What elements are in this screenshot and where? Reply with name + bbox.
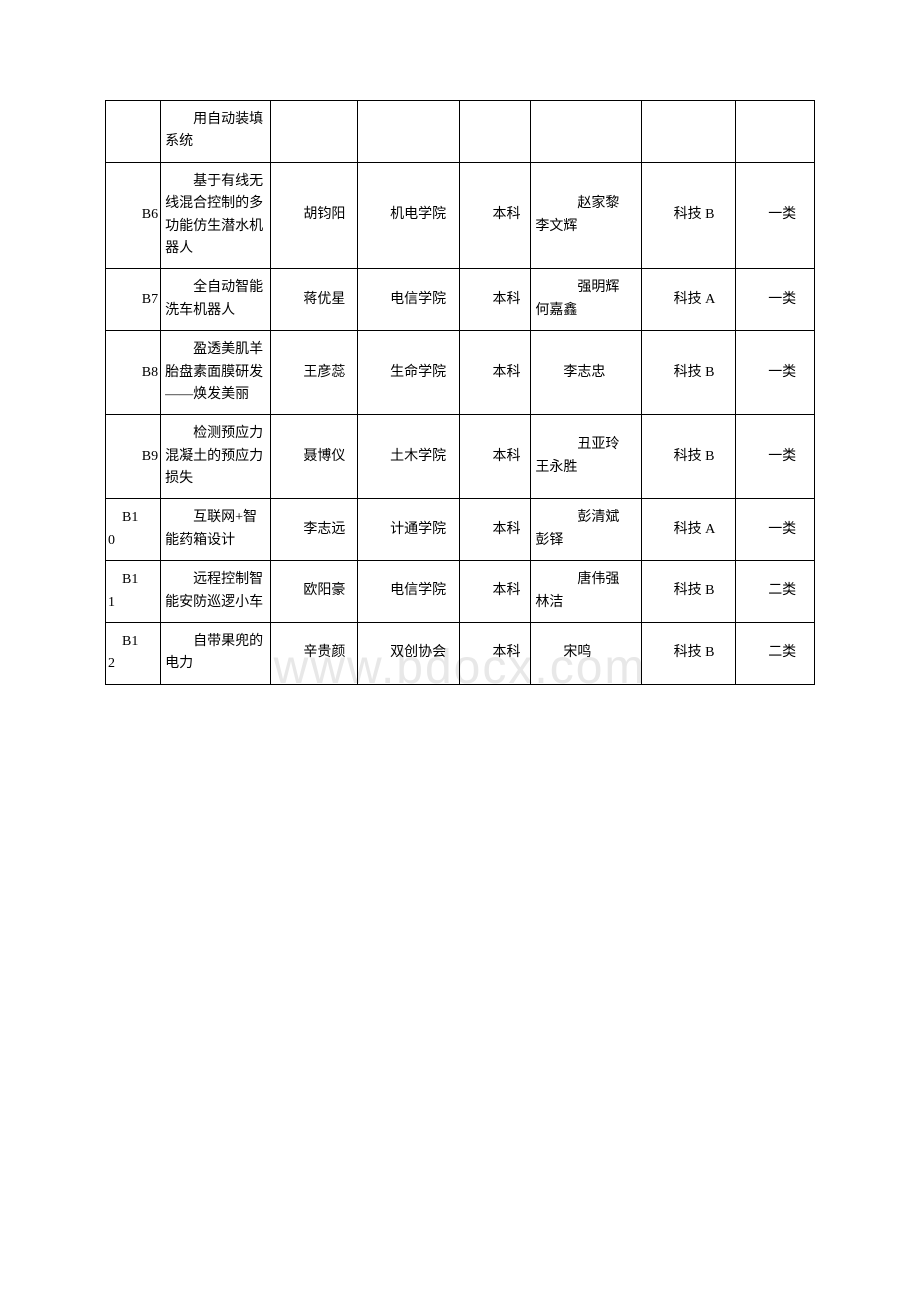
cell-level: 本科 — [460, 269, 531, 331]
cell-grade: 一类 — [736, 162, 815, 269]
cell-id: B6 — [106, 162, 161, 269]
cell-dept: 双创协会 — [358, 623, 460, 685]
cell-grade: 一类 — [736, 331, 815, 415]
table-row: B8盈透美肌羊胎盘素面膜研发——焕发美丽王彦蕊生命学院本科李志忠科技 B一类 — [106, 331, 815, 415]
cell-grade: 一类 — [736, 415, 815, 499]
cell-grade: 二类 — [736, 561, 815, 623]
cell-name: 辛贵颜 — [271, 623, 358, 685]
cell-teacher — [531, 101, 641, 163]
cell-level: 本科 — [460, 499, 531, 561]
cell-name: 李志远 — [271, 499, 358, 561]
cell-name: 欧阳豪 — [271, 561, 358, 623]
cell-type: 科技 B — [641, 162, 736, 269]
cell-type: 科技 B — [641, 561, 736, 623]
cell-name: 蒋优星 — [271, 269, 358, 331]
cell-id: B10 — [106, 499, 161, 561]
cell-title: 盈透美肌羊胎盘素面膜研发——焕发美丽 — [161, 331, 271, 415]
table-row: B7全自动智能洗车机器人蒋优星电信学院本科 强明辉何嘉鑫科技 A一类 — [106, 269, 815, 331]
cell-dept: 电信学院 — [358, 269, 460, 331]
cell-name: 聂博仪 — [271, 415, 358, 499]
cell-type: 科技 B — [641, 331, 736, 415]
cell-title: 用自动装填系统 — [161, 101, 271, 163]
cell-id: B12 — [106, 623, 161, 685]
cell-dept: 生命学院 — [358, 331, 460, 415]
table-row: B12自带果兜的电力辛贵颜双创协会本科宋鸣科技 B二类 — [106, 623, 815, 685]
data-table: 用自动装填系统B6基于有线无线混合控制的多功能仿生潜水机器人胡钧阳机电学院本科 … — [105, 100, 815, 685]
cell-teacher: 唐伟强林洁 — [531, 561, 641, 623]
cell-grade — [736, 101, 815, 163]
table-row: B6基于有线无线混合控制的多功能仿生潜水机器人胡钧阳机电学院本科 赵家黎李文辉科… — [106, 162, 815, 269]
cell-type: 科技 A — [641, 269, 736, 331]
cell-grade: 一类 — [736, 269, 815, 331]
cell-type — [641, 101, 736, 163]
cell-level: 本科 — [460, 162, 531, 269]
table-row: B9检测预应力混凝土的预应力损失聂博仪土木学院本科 丑亚玲王永胜科技 B一类 — [106, 415, 815, 499]
cell-level — [460, 101, 531, 163]
table-row: B10互联网+智能药箱设计李志远计通学院本科 彭清斌彭铎科技 A一类 — [106, 499, 815, 561]
cell-title: 自带果兜的电力 — [161, 623, 271, 685]
cell-teacher: 彭清斌彭铎 — [531, 499, 641, 561]
cell-teacher: 宋鸣 — [531, 623, 641, 685]
cell-title: 互联网+智能药箱设计 — [161, 499, 271, 561]
cell-title: 基于有线无线混合控制的多功能仿生潜水机器人 — [161, 162, 271, 269]
cell-level: 本科 — [460, 331, 531, 415]
cell-title: 全自动智能洗车机器人 — [161, 269, 271, 331]
cell-name — [271, 101, 358, 163]
cell-teacher: 赵家黎李文辉 — [531, 162, 641, 269]
cell-type: 科技 B — [641, 415, 736, 499]
cell-id: B11 — [106, 561, 161, 623]
cell-level: 本科 — [460, 415, 531, 499]
cell-dept: 电信学院 — [358, 561, 460, 623]
cell-name: 王彦蕊 — [271, 331, 358, 415]
cell-type: 科技 B — [641, 623, 736, 685]
cell-level: 本科 — [460, 561, 531, 623]
cell-dept — [358, 101, 460, 163]
cell-id: B8 — [106, 331, 161, 415]
cell-teacher: 李志忠 — [531, 331, 641, 415]
cell-type: 科技 A — [641, 499, 736, 561]
table-row: 用自动装填系统 — [106, 101, 815, 163]
cell-teacher: 丑亚玲王永胜 — [531, 415, 641, 499]
cell-dept: 计通学院 — [358, 499, 460, 561]
cell-dept: 机电学院 — [358, 162, 460, 269]
cell-grade: 一类 — [736, 499, 815, 561]
cell-level: 本科 — [460, 623, 531, 685]
cell-dept: 土木学院 — [358, 415, 460, 499]
cell-id: B7 — [106, 269, 161, 331]
cell-teacher: 强明辉何嘉鑫 — [531, 269, 641, 331]
cell-title: 检测预应力混凝土的预应力损失 — [161, 415, 271, 499]
table-row: B11远程控制智能安防巡逻小车欧阳豪电信学院本科 唐伟强林洁科技 B二类 — [106, 561, 815, 623]
cell-id: B9 — [106, 415, 161, 499]
cell-grade: 二类 — [736, 623, 815, 685]
cell-name: 胡钧阳 — [271, 162, 358, 269]
cell-title: 远程控制智能安防巡逻小车 — [161, 561, 271, 623]
cell-id — [106, 101, 161, 163]
